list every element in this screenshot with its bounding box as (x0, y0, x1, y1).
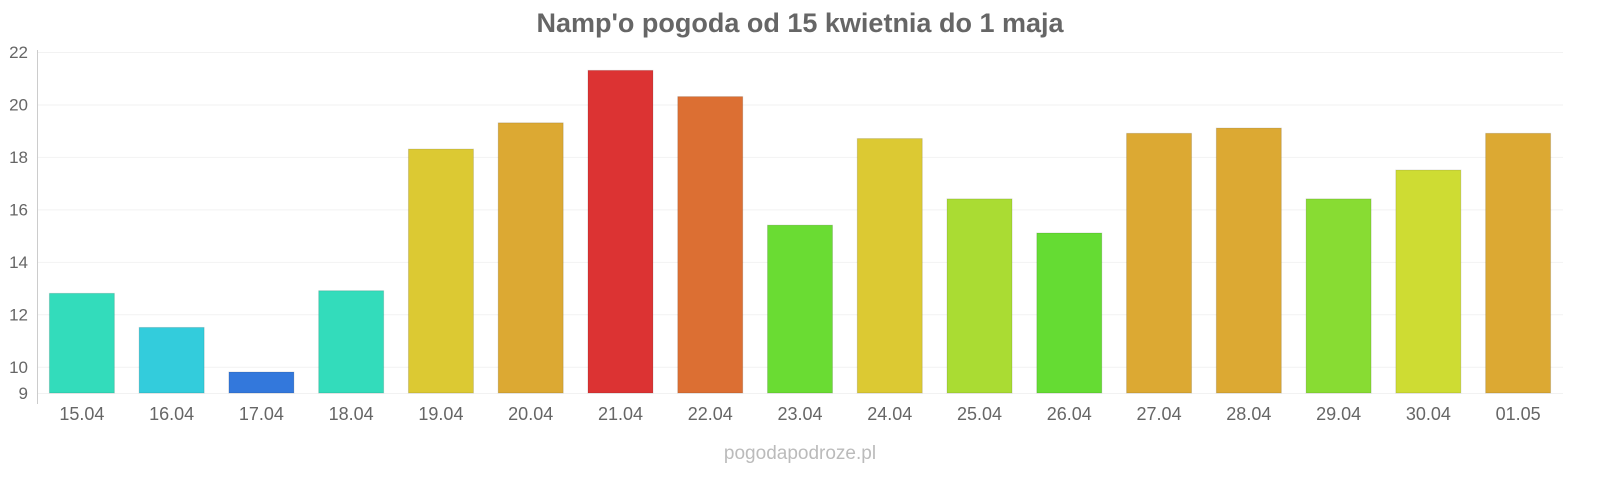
y-tick-label: 16 (9, 200, 28, 219)
bar-28.04 (1215, 127, 1282, 394)
x-tick-label: 25.04 (957, 404, 1002, 424)
y-tick-label: 18 (9, 148, 28, 167)
bar-25.04 (946, 198, 1013, 394)
x-tick-label: 19.04 (418, 404, 463, 424)
bar-23.04 (767, 224, 833, 394)
bar-22.04 (677, 96, 744, 394)
bar-29.04 (1305, 198, 1372, 394)
x-tick-label: 22.04 (688, 404, 733, 424)
x-tick-label: 20.04 (508, 404, 553, 424)
x-tick-label: 26.04 (1047, 404, 1092, 424)
chart-title: Namp'o pogoda od 15 kwietnia do 1 maja (536, 8, 1064, 38)
x-tick-label: 23.04 (777, 404, 822, 424)
y-tick-label: 10 (9, 358, 28, 377)
bar-30.04 (1395, 169, 1462, 394)
bar-21.04 (587, 69, 654, 394)
y-tick-label: 22 (9, 43, 28, 62)
x-tick-label: 01.05 (1496, 404, 1541, 424)
x-tick-label: 16.04 (149, 404, 194, 424)
x-tick-label: 29.04 (1316, 404, 1361, 424)
bar-01.05 (1485, 132, 1552, 394)
x-tick-label: 30.04 (1406, 404, 1451, 424)
bar-18.04 (318, 290, 385, 394)
y-tick-label: 9 (19, 384, 28, 403)
y-tick-label: 12 (9, 305, 28, 324)
x-tick-label: 17.04 (239, 404, 284, 424)
bar-24.04 (856, 138, 923, 394)
y-tick-label: 20 (9, 95, 28, 114)
x-tick-label: 18.04 (329, 404, 374, 424)
bar-19.04 (407, 148, 474, 394)
x-tick-label: 27.04 (1137, 404, 1182, 424)
bar-27.04 (1126, 132, 1193, 394)
x-tick-label: 21.04 (598, 404, 643, 424)
x-tick-label: 24.04 (867, 404, 912, 424)
bar-15.04 (48, 292, 115, 394)
y-tick-label: 14 (9, 253, 28, 272)
credit-text: pogodapodroze.pl (724, 443, 876, 464)
bar-26.04 (1036, 232, 1103, 394)
bar-17.04 (228, 371, 295, 394)
x-tick-label: 28.04 (1226, 404, 1271, 424)
bar-16.04 (138, 326, 205, 394)
x-tick-label: 15.04 (59, 404, 104, 424)
bar-20.04 (497, 122, 564, 394)
